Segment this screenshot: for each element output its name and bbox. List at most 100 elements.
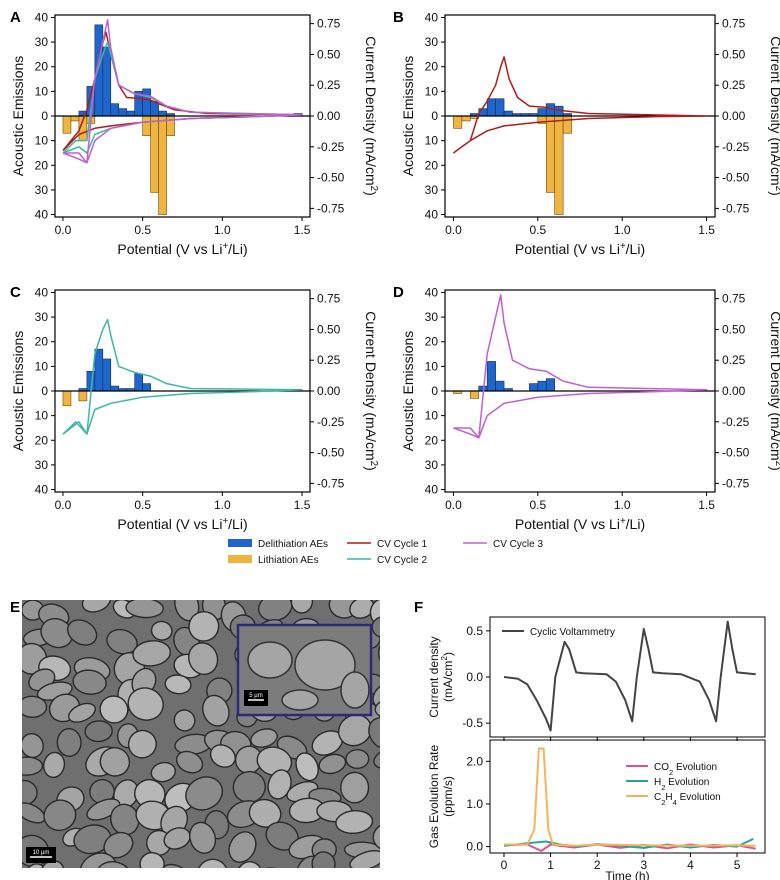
y2-tick-label: -0.50 [722,446,750,460]
x-tick-label: 1.5 [294,223,311,237]
lithiation-bar [461,115,471,122]
inset-scale-label: 5 µm [249,693,262,699]
lithiation-bar [158,115,167,215]
y-tick-label: 0.0 [466,670,483,684]
delithiation-bar [545,378,555,392]
y-tick-label: 10 [35,84,49,98]
y-tick-label: 10 [35,409,49,423]
grain [349,850,380,868]
y2-axis-label: Current Density (mA/cm2) [363,36,380,195]
grain [56,727,82,757]
x-tick-label: 0.5 [134,498,151,512]
grain [103,831,134,859]
y2-tick-label: 0.25 [317,78,341,92]
y-tick-label: 10 [425,134,439,148]
y-tick-label: 30 [425,35,439,49]
grain [150,761,176,783]
y2-tick-label: -0.25 [317,415,345,429]
panel-label: F [414,599,423,616]
y2-tick-label: 0.00 [722,109,746,123]
delithiation-bar [142,383,151,392]
cv-curve [62,318,303,435]
panel-label: E [10,599,20,616]
y2-tick-label: 0.75 [722,292,746,306]
lithiation-bar [70,115,80,122]
delithiation-bar [495,380,505,392]
legend-label: CV Cycle 2 [377,555,427,566]
main-scale-label: 10 µm [33,850,50,856]
delithiation-bar [118,108,128,117]
grain [196,858,229,868]
y-tick-label: 2.0 [466,754,483,768]
x-axis-label: Potential (V vs Li+/Li) [117,241,247,258]
y2-axis-label: Current Density (mA/cm2) [768,36,780,195]
delithiation-bar [110,385,120,392]
delithiation-bar [102,358,112,392]
y-axis-label: Gas Evolution Rate [427,744,441,848]
y2-tick-label: 0.50 [317,322,341,336]
delithiation-bar [529,383,539,392]
x-tick-label: 1.0 [614,498,631,512]
lithiation-bar [62,115,72,134]
grain [43,799,77,832]
delithiation-bar [110,103,120,117]
grain [374,697,380,720]
x-tick-label: 2 [594,858,601,872]
lithiation-bar [166,115,175,137]
y2-tick-label: -0.75 [317,476,345,490]
grain [185,776,224,811]
y-tick-label: 20 [35,60,49,74]
y-tick-label: 30 [35,310,49,324]
y-tick-label: 40 [35,483,49,497]
grain [247,641,293,679]
legend-swatch [228,555,252,563]
grain [311,851,336,868]
grain [79,852,117,868]
y2-tick-label: -0.75 [722,476,750,490]
panel-d: D 0.0 0.5 1.0 1.5 40 30 20 10 0 10 20 30 40 0.75 0.50 0.… [393,284,780,532]
y2-tick-label: 0.50 [317,47,341,61]
grain [22,732,44,759]
y2-tick-label: -0.25 [722,140,750,154]
delithiation-bar [134,373,143,392]
grain [173,709,196,732]
panel-a: A 0.0 0.5 1.0 1.5 40 30 20 10 0 10 20 30 40 0.75 0.50 0.… [10,9,380,257]
grain [22,756,44,776]
panel-e: E 5 µm 10 µm [10,599,425,880]
subplot-f-bottom: 2.0 1.0 0.0 0 1 2 3 4 5 Gas Evolution Rate (ppm/s)… [427,739,766,880]
grain [84,720,113,743]
y-axis-unit: (ppm/s) [441,776,455,817]
x-tick-label: 0.5 [529,223,546,237]
y2-tick-label: 0.75 [317,17,341,31]
y-tick-label: 0 [41,109,48,123]
legend-label: Cyclic Voltammetry [530,627,615,638]
grain [125,600,164,619]
lithiation-bar [545,115,555,193]
y2-tick-label: -0.75 [317,201,345,215]
x-tick-label: 0.0 [55,223,72,237]
y-tick-label: 40 [425,483,439,497]
grain [373,746,380,770]
grain [150,620,173,641]
grain [81,600,112,613]
y-tick-label: 0 [431,109,438,123]
delithiation-bar [495,98,505,117]
inset-grains [247,639,370,711]
grain [383,847,425,880]
y2-tick-label: -0.75 [722,201,750,215]
delithiation-bar [94,348,104,392]
grain [372,822,380,851]
grain [318,753,347,775]
y-tick-label: 10 [35,134,49,148]
y2-tick-label: -0.25 [317,140,345,154]
grain [248,798,282,828]
y-tick-label: 40 [35,285,49,299]
subplot-f-top: 0.5 0.0 -0.5 Current density (mA/cm2) Cyclic … [427,616,766,741]
grain [67,702,97,723]
plot-frame [489,739,766,854]
grain [340,671,370,709]
legend-label: CO2 Evolution [654,762,717,777]
y-tick-label: 0.0 [466,840,483,854]
y-axis-label: Current density [427,636,441,717]
y2-tick-label: 0.25 [317,353,341,367]
